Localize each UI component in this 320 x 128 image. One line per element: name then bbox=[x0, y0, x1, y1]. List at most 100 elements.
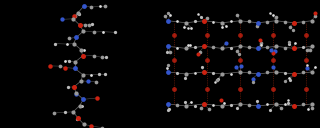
Point bbox=[278, 107, 284, 109]
Point bbox=[286, 41, 291, 43]
Point bbox=[246, 71, 252, 73]
Point bbox=[237, 59, 243, 61]
Point bbox=[307, 49, 312, 51]
Point bbox=[83, 24, 88, 26]
Point bbox=[202, 45, 207, 47]
Point bbox=[182, 77, 188, 79]
Point bbox=[283, 21, 288, 23]
Point bbox=[172, 59, 177, 61]
Point bbox=[48, 65, 53, 67]
Point bbox=[88, 74, 93, 76]
Point bbox=[255, 47, 260, 49]
Point bbox=[220, 26, 225, 28]
Point bbox=[223, 25, 228, 27]
Point bbox=[76, 117, 81, 119]
Point bbox=[211, 46, 216, 48]
Point bbox=[166, 108, 171, 110]
Point bbox=[174, 72, 180, 74]
Point bbox=[287, 43, 292, 45]
Point bbox=[52, 42, 57, 45]
Point bbox=[199, 66, 204, 68]
Point bbox=[303, 34, 308, 36]
Point bbox=[197, 51, 202, 53]
Point bbox=[264, 103, 269, 105]
Point bbox=[237, 88, 243, 90]
Point bbox=[81, 49, 86, 51]
Point bbox=[255, 73, 260, 75]
Point bbox=[246, 46, 252, 48]
Point bbox=[102, 73, 107, 75]
Point bbox=[300, 21, 306, 23]
Point bbox=[79, 49, 84, 51]
Point bbox=[72, 61, 77, 63]
Point bbox=[283, 80, 288, 82]
Point bbox=[273, 103, 278, 105]
Point bbox=[270, 88, 275, 90]
Point bbox=[202, 71, 207, 73]
Point bbox=[97, 73, 102, 75]
Point bbox=[292, 22, 297, 24]
Point bbox=[99, 56, 104, 58]
Point bbox=[286, 102, 291, 104]
Point bbox=[63, 67, 68, 69]
Point bbox=[303, 59, 308, 61]
Point bbox=[196, 53, 201, 55]
Point bbox=[71, 111, 76, 113]
Point bbox=[264, 71, 269, 73]
Point bbox=[237, 103, 243, 105]
Point bbox=[164, 67, 169, 69]
Point bbox=[273, 20, 278, 22]
Point bbox=[183, 47, 188, 49]
Point bbox=[234, 107, 239, 109]
Point bbox=[164, 51, 170, 53]
Point bbox=[81, 5, 86, 7]
Point bbox=[205, 59, 210, 61]
Point bbox=[204, 17, 210, 19]
Point bbox=[268, 109, 273, 111]
Point bbox=[303, 88, 308, 90]
Point bbox=[219, 99, 224, 101]
Point bbox=[215, 78, 220, 80]
Point bbox=[165, 64, 170, 66]
Point bbox=[309, 45, 315, 47]
Point bbox=[92, 31, 97, 33]
Point bbox=[300, 71, 306, 73]
Point bbox=[66, 60, 71, 62]
Point bbox=[81, 123, 86, 125]
Point bbox=[283, 103, 288, 105]
Point bbox=[287, 26, 292, 28]
Point bbox=[174, 104, 180, 106]
Point bbox=[292, 105, 297, 107]
Point bbox=[189, 101, 194, 103]
Point bbox=[246, 20, 252, 22]
Point bbox=[211, 104, 216, 106]
Point bbox=[185, 44, 190, 46]
Point bbox=[80, 55, 85, 57]
Point bbox=[222, 102, 227, 104]
Point bbox=[205, 88, 210, 90]
Point bbox=[238, 65, 244, 67]
Point bbox=[103, 56, 108, 58]
Point bbox=[77, 105, 82, 107]
Point bbox=[304, 64, 309, 66]
Point bbox=[71, 43, 76, 45]
Point bbox=[220, 22, 225, 24]
Point bbox=[211, 72, 216, 74]
Point bbox=[272, 50, 277, 52]
Point bbox=[288, 79, 293, 81]
Point bbox=[165, 109, 171, 111]
Point bbox=[212, 81, 218, 83]
Point bbox=[80, 74, 85, 76]
Point bbox=[270, 14, 275, 17]
Point bbox=[258, 42, 263, 44]
Point bbox=[309, 71, 315, 73]
Point bbox=[313, 66, 318, 68]
Point bbox=[86, 24, 92, 26]
Point bbox=[192, 72, 197, 74]
Point bbox=[183, 101, 188, 103]
Point bbox=[220, 47, 225, 49]
Point bbox=[71, 18, 76, 20]
Point bbox=[246, 104, 252, 106]
Point bbox=[309, 103, 315, 105]
Point bbox=[74, 36, 79, 38]
